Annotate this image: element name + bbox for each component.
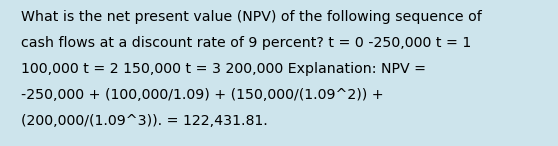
Text: -250,000 + (100,000/1.09) + (150,000/(1.09^2)) +: -250,000 + (100,000/1.09) + (150,000/(1.…: [21, 88, 384, 102]
Text: 100,000 t = 2 150,000 t = 3 200,000 Explanation: NPV =: 100,000 t = 2 150,000 t = 3 200,000 Expl…: [21, 62, 426, 76]
Text: What is the net present value (NPV) of the following sequence of: What is the net present value (NPV) of t…: [21, 10, 482, 24]
Text: (200,000/(1.09^3)). = 122,431.81.: (200,000/(1.09^3)). = 122,431.81.: [21, 114, 268, 128]
Text: cash flows at a discount rate of 9 percent? t = 0 -250,000 t = 1: cash flows at a discount rate of 9 perce…: [21, 36, 472, 50]
